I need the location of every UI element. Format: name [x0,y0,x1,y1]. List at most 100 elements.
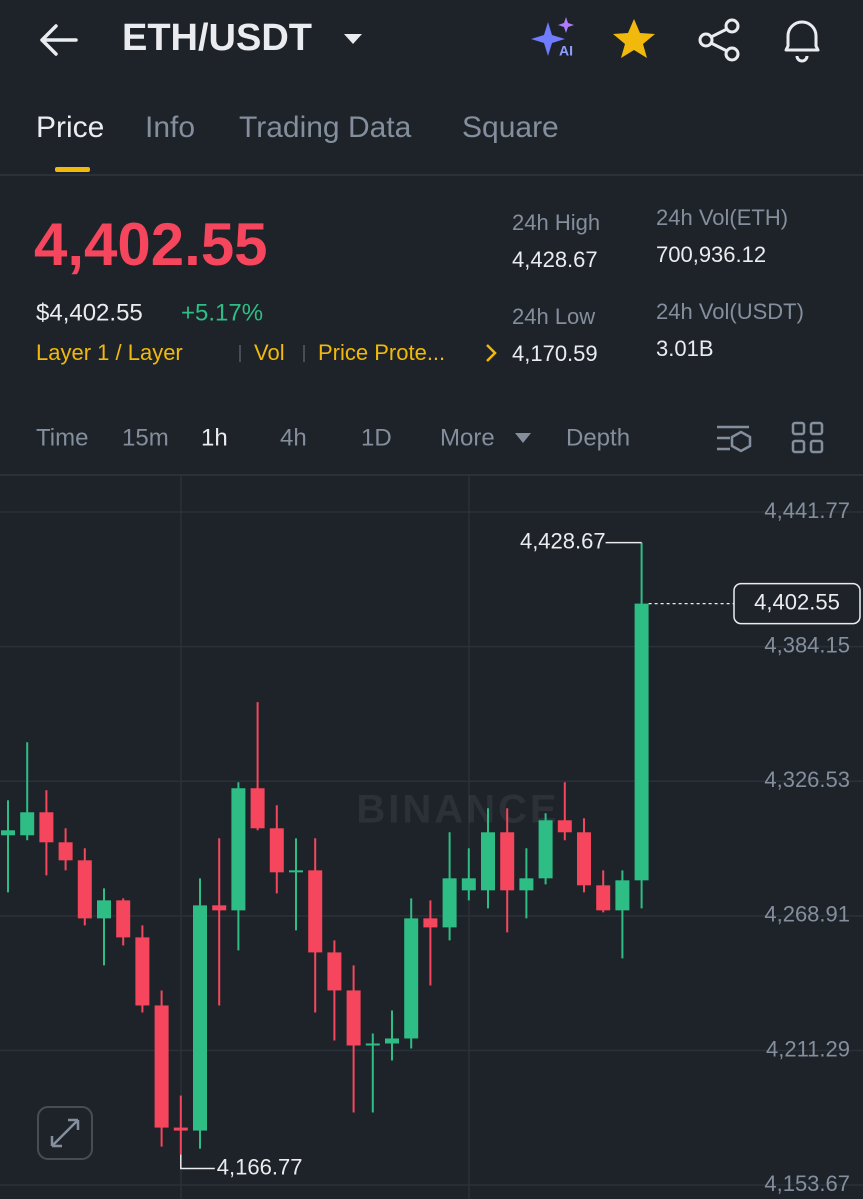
tab-bar: Price Info Trading Data Square [36,111,559,144]
last-price-label: 4,402.55 [754,589,840,614]
stat-label: 24h Vol(USDT) [656,299,804,324]
stats: 24h High 4,428.67 24h Vol(ETH) 700,936.12 24… [512,205,804,366]
candle-body [308,870,323,953]
stat-label: 24h Vol(ETH) [656,205,788,230]
tab[interactable]: Square [462,111,559,144]
settings-hex [730,430,752,453]
candle-body [385,1038,399,1044]
interval-option[interactable]: 1D [361,424,392,451]
stat-value: 3.01B [656,336,714,361]
layout-toggle[interactable] [791,421,824,454]
grid-cell [809,421,824,436]
tag[interactable]: Price Prote... [318,340,445,365]
share-node [724,18,740,34]
interval-option[interactable]: More [440,424,495,451]
ai-sparkle-small [558,17,574,33]
stat-value: 4,428.67 [512,247,598,272]
interval-option[interactable]: Depth [566,424,630,451]
share-button[interactable] [698,18,740,62]
tab[interactable]: Price [36,111,104,144]
grid-cell [809,439,824,454]
usd-price: $4,402.55 [36,299,143,326]
share-node [698,32,714,48]
candle-body [193,905,207,1131]
annotation-label: 4,166.77 [217,1154,303,1179]
interval-bar: Time 15m 1h 4h 1D More Depth [36,424,630,451]
candle-body [481,832,495,891]
pair-title[interactable]: ETH/USDT [122,17,312,59]
price-change: +5.17% [181,299,263,326]
stat-value: 700,936.12 [656,242,766,267]
candle-body [346,990,361,1046]
last-price-tag [733,582,861,625]
interval-option: Time [36,424,88,451]
grid-cell [791,439,806,454]
candlestick-chart: BINANCE 4,441.77 4,384.15 4,326.53 4,268.91 4… [0,475,863,1199]
annotation-label: 4,428.67 [520,528,606,553]
interval-option[interactable]: 4h [280,424,307,451]
bell-clapper [795,55,809,63]
candle-body [135,937,150,1006]
tab[interactable]: Info [145,111,195,144]
candle-body [423,918,438,928]
stat-label: 24h Low [512,304,595,329]
candle-body [97,900,111,919]
y-tick-label: 4,211.29 [766,1036,850,1061]
indicator-settings[interactable] [717,425,752,453]
back-arrow [40,24,78,56]
stat-label: 24h High [512,210,600,235]
settings-lines [717,425,749,451]
y-tick-label: 4,384.15 [764,632,850,657]
candle-body [500,832,515,891]
y-tick-label: 4,268.91 [764,902,850,927]
candle-body [20,812,35,836]
ai-button[interactable]: AI [531,17,574,59]
favorite-star[interactable] [613,19,655,58]
candle-body [212,905,227,911]
last-price: 4,402.55 [34,211,268,278]
candle-body [327,952,342,991]
candle-body [1,830,15,836]
interval-option[interactable]: 1h [201,424,228,451]
candle-body [538,820,553,879]
tab[interactable]: Trading Data [239,111,412,144]
fullscreen-button[interactable] [37,1106,93,1160]
candle-body [173,1127,188,1131]
share-lines [710,27,728,53]
interval-option[interactable]: 15m [122,424,169,451]
back-button[interactable] [40,24,78,56]
candle-body [231,788,246,911]
candle-body [442,878,457,928]
tag[interactable]: Vol [254,340,285,365]
bell [784,20,820,52]
stat-value: 4,170.59 [512,341,598,366]
candle-body [577,832,591,886]
candle-body [557,820,572,833]
more-caret[interactable] [515,433,531,443]
candle-body [634,603,649,881]
active-tab-indicator [55,167,90,172]
alert-button[interactable] [784,20,820,63]
y-tick-label: 4,441.77 [764,498,850,523]
fullscreen-arrows [50,1118,80,1148]
share-node [724,46,740,62]
candle-body [615,880,630,911]
candle-body [596,885,611,911]
candle-body [39,812,54,843]
candle-body [154,1005,169,1128]
pair-caret[interactable] [344,34,362,44]
candle-body [269,828,284,873]
tag-chevron[interactable] [486,344,497,362]
candle-body [461,878,476,891]
ai-sparkle [531,22,565,56]
candle-body [58,842,73,861]
y-tick-label: 4,153.67 [764,1171,850,1196]
candle-body [365,1043,380,1046]
candle-body [77,860,92,919]
candle-body [250,788,265,829]
fullscreen-frame [37,1106,93,1160]
grid-cell [791,421,806,436]
tag[interactable]: Layer 1 / Layer [36,340,183,365]
